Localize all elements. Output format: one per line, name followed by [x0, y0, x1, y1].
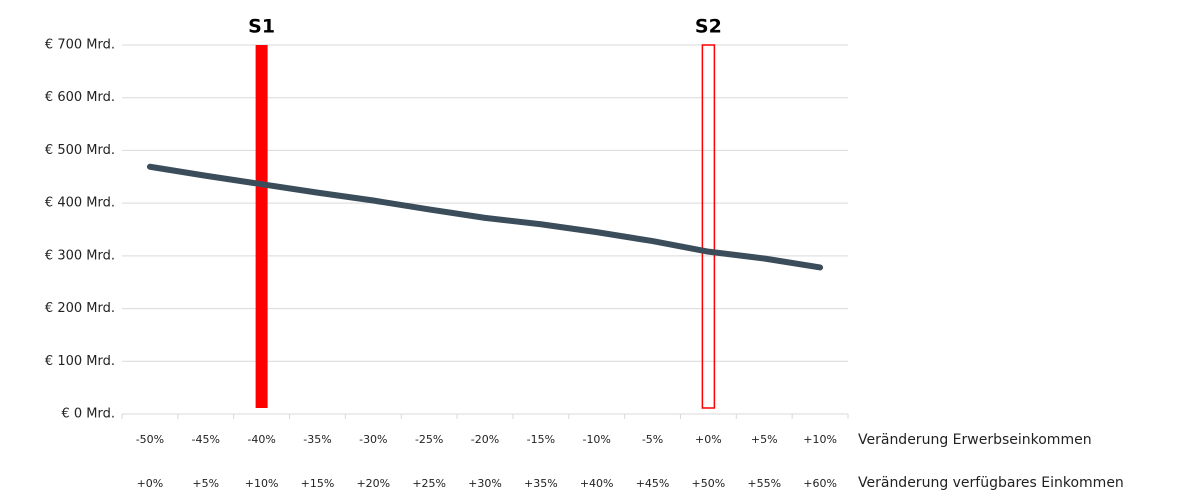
x-tick-label: -35%: [303, 433, 331, 446]
x-tick-label: -45%: [192, 433, 220, 446]
x2-axis-title: Veränderung verfügbares Einkommen: [858, 475, 1124, 491]
x2-tick-label: +10%: [245, 477, 279, 490]
marker-label: S2: [695, 16, 722, 38]
y-tick-label: € 400 Mrd.: [45, 196, 115, 211]
x-tick-label: -10%: [582, 433, 610, 446]
x2-tick-label: +5%: [192, 477, 219, 490]
x2-tick-label: +20%: [356, 477, 390, 490]
x2-tick-label: +25%: [412, 477, 446, 490]
y-tick-label: € 700 Mrd.: [45, 38, 115, 53]
y-tick-label: € 0 Mrd.: [61, 407, 115, 422]
x2-tick-label: +30%: [468, 477, 502, 490]
marker-bar: [701, 44, 716, 409]
x-tick-label: -15%: [527, 433, 555, 446]
x-tick-label: -30%: [359, 433, 387, 446]
x-tick-label: -50%: [136, 433, 164, 446]
x2-tick-label: +60%: [803, 477, 837, 490]
x-tick-label: -5%: [642, 433, 663, 446]
y-tick-label: € 200 Mrd.: [45, 301, 115, 316]
x2-tick-label: +45%: [636, 477, 670, 490]
x-tick-label: -25%: [415, 433, 443, 446]
x-tick-label: -40%: [247, 433, 275, 446]
y-tick-label: € 300 Mrd.: [45, 248, 115, 263]
y-tick-label: € 100 Mrd.: [45, 354, 115, 369]
x2-tick-label: +50%: [692, 477, 726, 490]
x2-tick-label: +35%: [524, 477, 558, 490]
x2-tick-label: +0%: [137, 477, 164, 490]
x-tick-label: +10%: [803, 433, 837, 446]
x-tick-label: -20%: [471, 433, 499, 446]
x-tick-label: +0%: [695, 433, 722, 446]
x-tick-label: +5%: [751, 433, 778, 446]
x2-tick-label: +55%: [747, 477, 781, 490]
marker-label: S1: [248, 16, 275, 38]
marker-bar: [255, 45, 268, 408]
line-series: [146, 163, 824, 271]
x2-tick-label: +40%: [580, 477, 614, 490]
x-axis-title: Veränderung Erwerbseinkommen: [858, 432, 1092, 448]
y-tick-label: € 500 Mrd.: [45, 143, 115, 158]
y-tick-label: € 600 Mrd.: [45, 90, 115, 105]
x2-tick-label: +15%: [301, 477, 335, 490]
